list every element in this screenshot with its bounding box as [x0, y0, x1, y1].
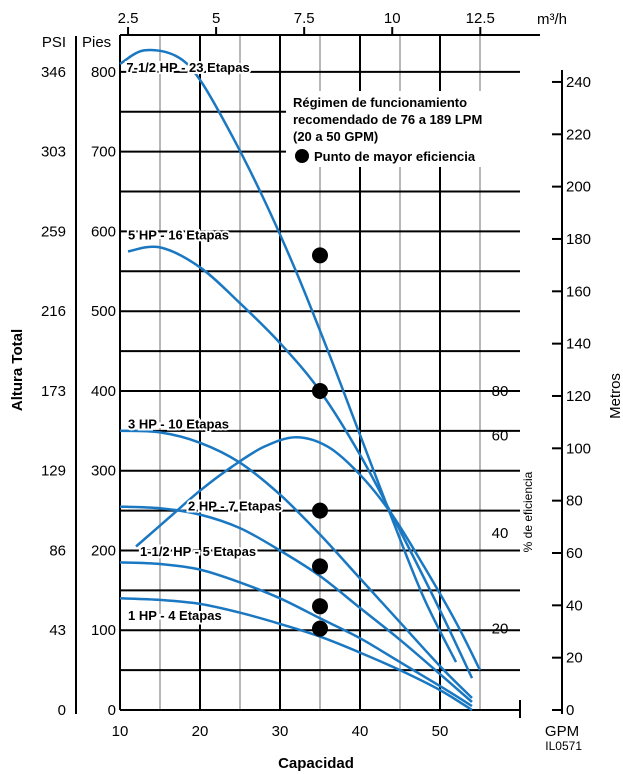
legend-title-line-3: (20 a 50 GPM) [293, 129, 378, 144]
top-tick-label: 2.5 [118, 10, 139, 27]
meters-tick-label: 100 [566, 440, 591, 457]
labels: 10 20 30 40 502.5 5 7.5 10 12.501002003004005006… [41, 10, 591, 740]
feet-tick-label: 0 [108, 702, 116, 719]
meters-tick-label: 240 [566, 74, 591, 91]
pump-curve-3 [119, 505, 473, 703]
psi-tick-label: 216 [41, 303, 66, 320]
efficiency-axis-title: % de eficiencia [521, 471, 535, 552]
pump-curve-4 [119, 561, 473, 708]
feet-tick-label: 100 [91, 622, 116, 639]
pump-curve-5 [119, 597, 473, 712]
figure-code: IL0571 [545, 739, 582, 753]
psi-axis-label: PSI [42, 34, 66, 51]
curve-label: 7-1/2 HP - 23 Etapas [126, 60, 249, 75]
axes [75, 27, 563, 718]
feet-axis-label: Pies [82, 34, 111, 51]
legend-marker-label: Punto de mayor eficiencia [314, 149, 476, 164]
curve-label: 5 HP - 16 Etapas [128, 227, 229, 242]
pump-curve-0 [119, 48, 458, 663]
feet-tick-label: 500 [91, 303, 116, 320]
feet-tick-label: 400 [91, 383, 116, 400]
psi-tick-label: 43 [49, 622, 66, 639]
meters-tick-label: 120 [566, 388, 591, 405]
feet-tick-label: 200 [91, 542, 116, 559]
top-tick-label: 12.5 [466, 10, 495, 27]
meters-tick-label: 60 [566, 545, 583, 562]
x-tick-label: 40 [352, 723, 369, 740]
curve-label: 3 HP - 10 Etapas [128, 416, 229, 431]
psi-tick-label: 173 [41, 383, 66, 400]
psi-tick-label: 86 [49, 542, 66, 559]
curve-label: 1-1/2 HP - 5 Etapas [140, 544, 256, 559]
feet-tick-label: 700 [91, 144, 116, 161]
legend: Régimen de funcionamiento recomendado de… [286, 91, 526, 167]
meters-tick-label: 40 [566, 597, 583, 614]
meters-tick-label: 20 [566, 650, 583, 667]
psi-tick-label: 303 [41, 144, 66, 161]
top-tick-label: 5 [212, 10, 220, 27]
legend-box [286, 91, 526, 167]
psi-tick-label: 259 [41, 223, 66, 240]
curves [119, 48, 482, 712]
meters-tick-label: 160 [566, 283, 591, 300]
meters-tick-label: 0 [566, 702, 574, 719]
y-axis-title: Altura Total [9, 329, 26, 411]
best-efficiency-point [312, 382, 328, 399]
legend-title-line-1: Régimen de funcionamiento [293, 95, 467, 110]
efficiency-tick-label: 80 [492, 383, 509, 400]
feet-tick-label: 600 [91, 223, 116, 240]
x-axis-title: Capacidad [278, 755, 354, 772]
meters-tick-label: 220 [566, 126, 591, 143]
feet-tick-label: 800 [91, 64, 116, 81]
pump-curve-1 [127, 245, 474, 679]
x-tick-label: 10 [112, 723, 129, 740]
meters-tick-label: 200 [566, 179, 591, 196]
top-tick-label: 7.5 [294, 10, 315, 27]
efficiency-curve [135, 435, 482, 671]
psi-tick-label: 129 [41, 463, 66, 480]
legend-marker [295, 149, 309, 163]
best-efficiency-point [312, 598, 328, 615]
top-unit-label: m³/h [537, 11, 567, 28]
best-efficiency-point [312, 502, 328, 519]
x-tick-label: 50 [432, 723, 449, 740]
x-tick-label: 20 [192, 723, 209, 740]
efficiency-tick-label: 40 [492, 525, 509, 542]
x-unit-label: GPM [545, 723, 579, 740]
pump-curve-2 [119, 429, 473, 699]
x-tick-label: 30 [272, 723, 289, 740]
psi-tick-label: 346 [41, 64, 66, 81]
efficiency-tick-label: 60 [492, 428, 509, 445]
meters-tick-label: 180 [566, 231, 591, 248]
meters-tick-label: 80 [566, 493, 583, 510]
curve-label: 1 HP - 4 Etapas [128, 608, 222, 623]
top-tick-label: 10 [384, 10, 401, 27]
efficiency-tick-label: 20 [492, 621, 509, 638]
meters-tick-label: 140 [566, 336, 591, 353]
best-efficiency-point [312, 558, 328, 575]
meters-axis-title: Metros [607, 373, 623, 419]
feet-tick-label: 300 [91, 463, 116, 480]
psi-tick-label: 0 [58, 702, 66, 719]
legend-title-line-2: recomendado de 76 a 189 LPM [293, 112, 482, 127]
best-efficiency-point [312, 620, 328, 637]
best-efficiency-point [312, 247, 328, 264]
curve-label: 2 HP - 7 Etapas [188, 499, 282, 514]
